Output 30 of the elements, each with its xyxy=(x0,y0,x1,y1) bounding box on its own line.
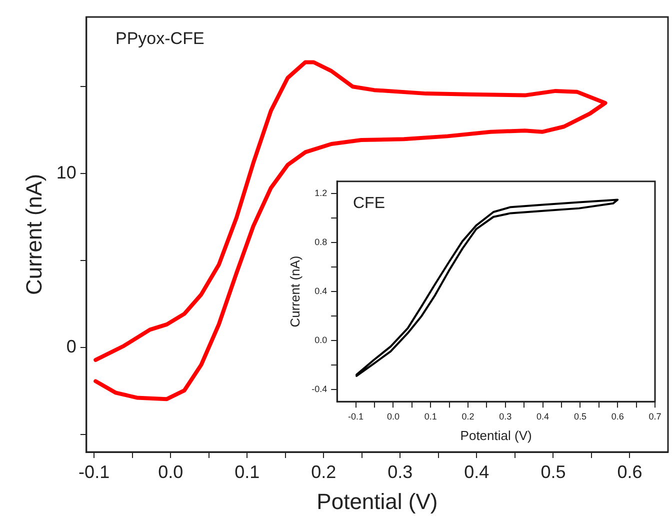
x-tick-label: 0.7 xyxy=(648,411,662,422)
x-tick-label: 0.4 xyxy=(536,411,550,422)
y-axis-title: Current (nA) xyxy=(21,174,46,296)
x-tick-label: 0.3 xyxy=(499,411,512,422)
x-tick-label: 0.6 xyxy=(611,411,624,422)
y-tick-label: 0 xyxy=(66,336,76,357)
y-axis-title: Current (nA) xyxy=(287,256,302,328)
x-axis-title: Potential (V) xyxy=(460,428,532,443)
y-tick-label: 0.0 xyxy=(314,334,328,345)
y-tick-label: 0.4 xyxy=(314,286,328,296)
x-tick-label: 0.3 xyxy=(388,462,413,482)
x-tick-label: 0.1 xyxy=(234,462,260,482)
x-tick-label: 0.6 xyxy=(617,462,642,482)
y-tick-label: 0.8 xyxy=(314,237,328,248)
x-axis-title: Potential (V) xyxy=(316,488,438,514)
x-tick-label: 0.4 xyxy=(464,462,490,482)
x-tick-label: -0.1 xyxy=(348,411,364,422)
x-tick-label: 0.1 xyxy=(424,411,437,422)
x-tick-label: 0.2 xyxy=(462,411,474,422)
y-tick-label: -0.4 xyxy=(312,384,328,394)
annotation: PPyox-CFE xyxy=(116,29,204,48)
y-tick-label: 1.2 xyxy=(314,188,328,198)
x-tick-label: -0.1 xyxy=(78,462,110,482)
x-tick-label: 0.2 xyxy=(311,462,336,482)
y-tick-label: 10 xyxy=(56,162,76,183)
x-tick-label: 0.0 xyxy=(386,411,400,422)
x-tick-label: 0.5 xyxy=(540,462,566,482)
annotation: CFE xyxy=(353,194,386,212)
x-tick-label: 0.5 xyxy=(574,411,586,422)
x-tick-label: 0.0 xyxy=(158,462,184,482)
